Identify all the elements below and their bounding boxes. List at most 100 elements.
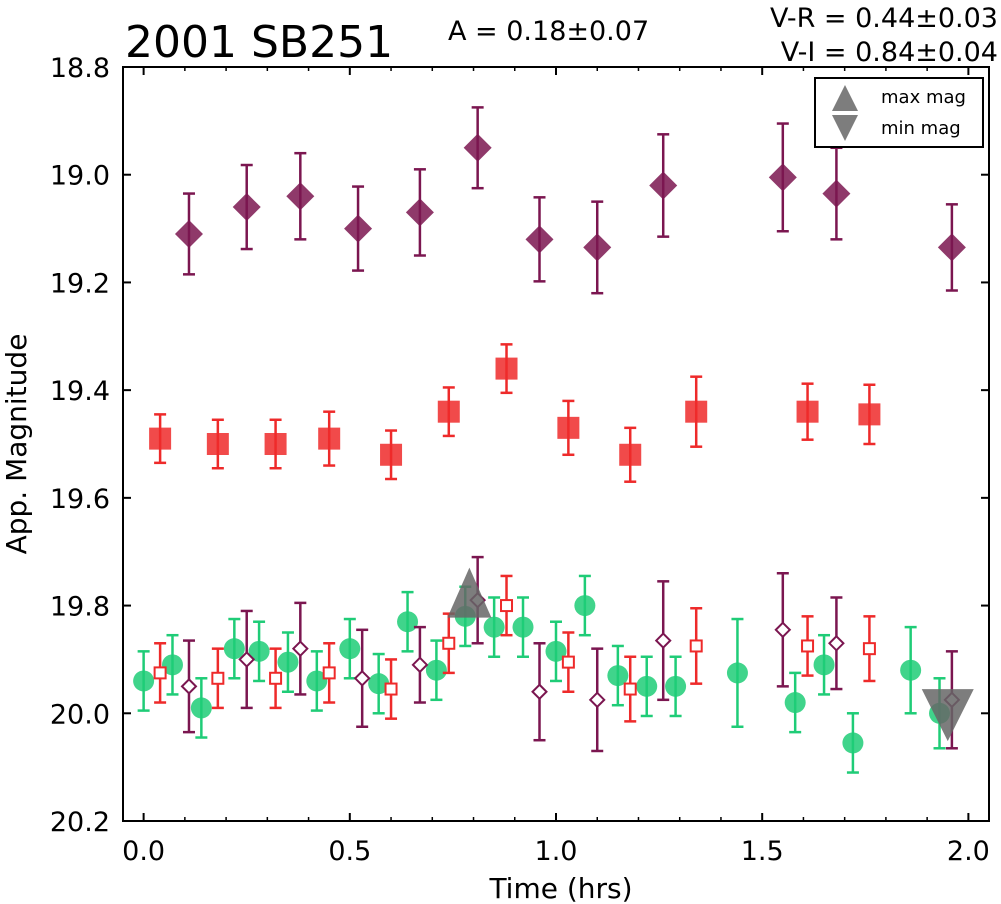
y-tick-label: 19.4 (50, 376, 110, 407)
data-point (822, 179, 851, 208)
data-point (232, 193, 261, 222)
data-point (190, 697, 212, 719)
data-point (411, 656, 429, 674)
data-point (726, 662, 748, 684)
extreme-markers (447, 567, 974, 742)
data-point (238, 651, 256, 668)
x-tick-label: 0.0 (122, 836, 165, 867)
data-point (636, 675, 658, 697)
amplitude-label: A = 0.18±0.07 (448, 16, 649, 47)
data-point (161, 654, 183, 676)
series-square-filled (149, 343, 881, 483)
data-point (531, 683, 548, 701)
data-point (133, 670, 155, 692)
data-point (842, 732, 864, 754)
data-point (368, 673, 390, 695)
data-point (286, 182, 315, 211)
data-point (384, 682, 398, 696)
data-point (500, 599, 514, 613)
data-point (223, 638, 245, 660)
x-tick-label: 1.5 (741, 836, 784, 867)
legend-min-mag-marker (832, 115, 858, 141)
data-point (277, 651, 299, 673)
data-point (206, 433, 229, 455)
y-tick-label: 19.2 (50, 268, 110, 299)
data-point (149, 427, 172, 450)
data-point (813, 654, 835, 676)
data-point (437, 400, 460, 423)
data-point (900, 659, 922, 681)
data-point (495, 357, 518, 380)
data-point (545, 640, 567, 662)
data-point (574, 595, 596, 617)
data-point (153, 666, 167, 680)
data-point (339, 638, 361, 660)
data-point (623, 682, 637, 696)
data-point (306, 670, 328, 692)
data-point (425, 659, 447, 681)
series-diamond-open (180, 555, 961, 753)
data-point (525, 225, 554, 254)
data-point (588, 691, 606, 709)
legend-min-mag-label: min mag (881, 118, 961, 139)
y-tick-label: 18.8 (50, 53, 110, 84)
y-tick-label: 19.8 (50, 592, 110, 623)
data-point (353, 669, 371, 687)
series-square-open (153, 574, 876, 723)
y-tick-label: 19.0 (50, 161, 110, 192)
data-point (442, 636, 456, 650)
data-point (828, 634, 845, 652)
data-point (784, 692, 806, 714)
series-circle-filled (133, 574, 951, 774)
min-mag-marker (921, 689, 974, 742)
y-tick-label: 19.6 (50, 484, 110, 515)
data-point (862, 642, 876, 656)
data-point (483, 616, 505, 638)
data-point (858, 403, 881, 426)
x-tick-label: 1.0 (535, 836, 578, 867)
data-point (180, 677, 198, 695)
plot-frame (122, 66, 990, 822)
legend: max mag min mag (814, 77, 984, 148)
data-point (561, 655, 575, 669)
data-point (211, 671, 225, 685)
data-point (264, 433, 287, 455)
data-point (774, 621, 792, 639)
color-label-vi: V-I = 0.84±0.04 (781, 37, 998, 68)
data-point (685, 400, 708, 423)
data-point (796, 400, 819, 423)
data-point (649, 171, 678, 200)
x-axis-label: Time (hrs) (488, 872, 632, 904)
y-tick-label: 20.0 (50, 699, 110, 730)
data-point (291, 640, 309, 658)
chart-title: 2001 SB251 (125, 17, 393, 68)
data-point (174, 219, 203, 248)
x-tick-label: 2.0 (947, 836, 990, 867)
x-tick-label: 0.5 (328, 836, 371, 867)
data-point (248, 640, 270, 662)
data-point (405, 198, 434, 227)
data-point (654, 632, 672, 649)
data-point (512, 616, 534, 638)
data-point (801, 639, 815, 653)
data-point (463, 133, 492, 162)
data-point (619, 443, 642, 466)
data-point (269, 671, 283, 685)
max-mag-marker (447, 567, 492, 618)
y-tick-label: 20.2 (50, 807, 110, 838)
data-point (937, 233, 966, 262)
data-point (665, 675, 687, 697)
legend-max-mag-marker (832, 85, 858, 111)
data-point (344, 214, 373, 243)
data-point (607, 665, 629, 687)
data-layer (133, 106, 974, 774)
data-point (397, 611, 419, 633)
data-point (318, 427, 341, 450)
legend-max-mag-label: max mag (881, 87, 966, 108)
data-point (583, 233, 612, 262)
data-point (322, 666, 336, 680)
data-point (768, 163, 797, 192)
series-diamond-filled (174, 106, 966, 295)
color-label-vr: V-R = 0.44±0.03 (770, 3, 998, 34)
